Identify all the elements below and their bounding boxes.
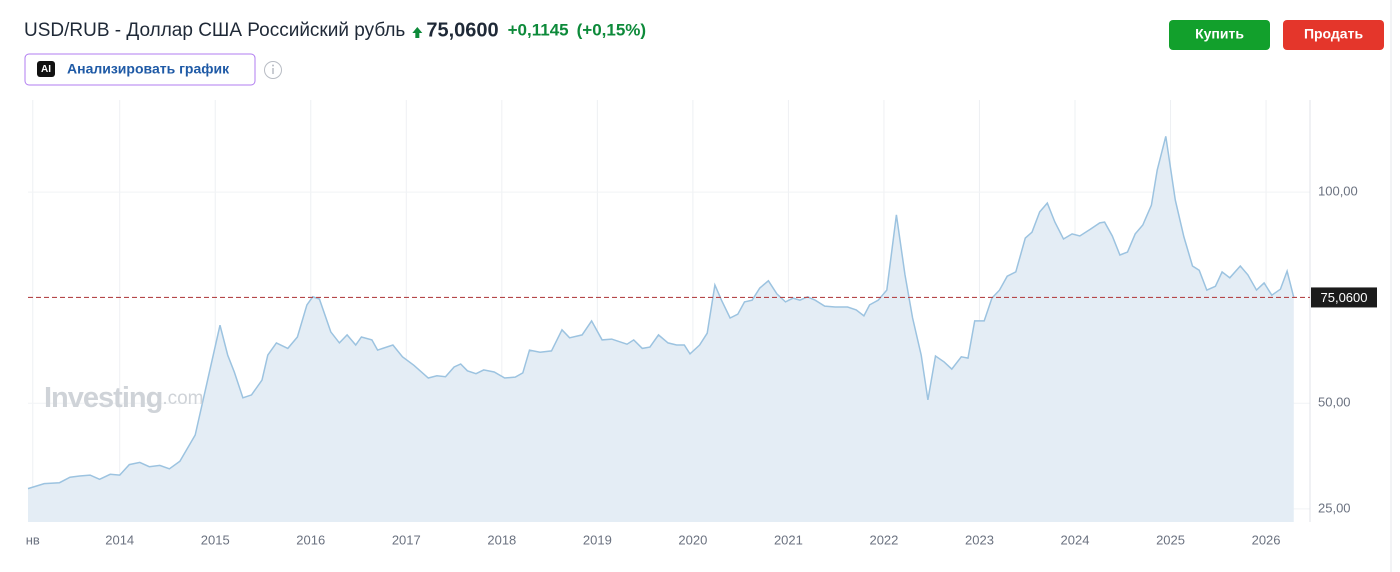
y-tick-label: 50,00 <box>1318 395 1351 410</box>
analyze-frame[interactable] <box>24 53 256 86</box>
price: 75,0600 <box>426 19 498 41</box>
x-tick-label: нв <box>26 532 40 547</box>
x-tick-label: 2022 <box>869 532 898 547</box>
x-tick-label: 2014 <box>105 532 134 547</box>
x-tick-label: 2020 <box>678 532 707 547</box>
change-percent: (+0,15%) <box>577 20 646 39</box>
analyze-label[interactable]: Анализировать график <box>67 61 230 77</box>
x-tick-label: 2026 <box>1252 532 1281 547</box>
x-tick-label: 2023 <box>965 532 994 547</box>
price-line <box>27 136 1295 490</box>
y-tick-label: 25,00 <box>1318 500 1351 515</box>
x-tick-label: 2016 <box>296 532 325 547</box>
x-tick-label: 2025 <box>1156 532 1185 547</box>
ai-icon-text: AI <box>41 64 51 75</box>
current-price-box <box>1311 287 1377 308</box>
info-icon[interactable] <box>264 61 282 79</box>
x-tick-label: 2015 <box>201 532 230 547</box>
change: +0,1145 <box>508 20 569 39</box>
x-tick-label: 2019 <box>583 532 612 547</box>
ai-icon <box>37 61 55 77</box>
sell-label[interactable]: Продать <box>1304 26 1364 42</box>
x-tick-label: 2021 <box>774 532 803 547</box>
buy-label[interactable]: Купить <box>1195 26 1244 42</box>
analyze-button[interactable]: AI Анализировать график <box>24 53 256 86</box>
watermark-brand: Investing <box>44 382 162 414</box>
sell-bg[interactable] <box>1283 20 1384 50</box>
current-price-label: 75,0600 <box>1321 290 1368 305</box>
watermark: Investing.com <box>44 382 204 414</box>
x-tick-label: 2018 <box>487 532 516 547</box>
up-arrow <box>412 27 423 38</box>
buy-bg[interactable] <box>1169 20 1270 50</box>
area-fill <box>28 136 1294 523</box>
title: USD/RUB - Доллар США Российский рубль <box>24 20 405 41</box>
info-icon-dot <box>272 64 274 67</box>
y-tick-label: 100,00 <box>1318 184 1358 199</box>
watermark-suffix: .com <box>162 388 203 409</box>
x-tick-label: 2024 <box>1061 532 1090 547</box>
buy-button[interactable]: Купить <box>1169 20 1270 50</box>
sell-button[interactable]: Продать <box>1283 20 1384 50</box>
x-tick-label: 2017 <box>392 532 421 547</box>
plot: нв 2014 2015 2016 2017 2018 2019 2020 2021 2022 20… <box>26 100 1377 547</box>
